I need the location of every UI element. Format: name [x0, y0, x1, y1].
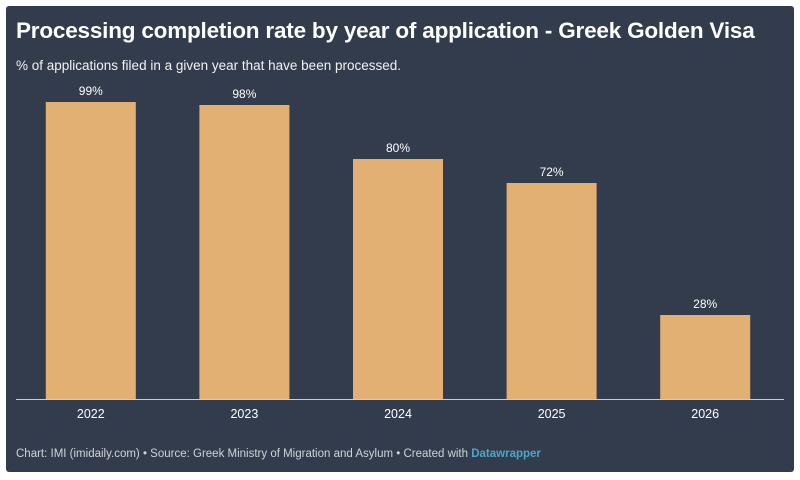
datawrapper-link[interactable]: Datawrapper [471, 448, 541, 460]
x-tick-label-2022: 2022 [77, 407, 105, 421]
bar-2026 [660, 315, 751, 399]
data-label-2024: 80% [386, 141, 410, 155]
bar-2024 [353, 159, 443, 399]
created-with-label: Created with [403, 448, 472, 460]
chart-source: Source: Greek Ministry of Migration and … [150, 448, 394, 460]
x-tick-label-2025: 2025 [538, 407, 566, 421]
data-label-2026: 28% [693, 297, 717, 311]
bar-2022 [45, 102, 136, 399]
chart-footer: Chart: IMI (imidaily.com) • Source: Gree… [16, 448, 541, 460]
chart-credit: Chart: IMI (imidaily.com) [16, 448, 140, 460]
bar-2025 [506, 183, 597, 399]
footer-separator: • [393, 448, 404, 460]
x-tick-label-2024: 2024 [384, 407, 412, 421]
data-label-2023: 98% [232, 87, 256, 101]
chart-title: Processing completion rate by year of ap… [16, 18, 755, 43]
chart-subtitle: % of applications filed in a given year … [16, 58, 401, 73]
footer-separator: • [139, 448, 151, 460]
data-label-2025: 72% [540, 165, 564, 179]
x-tick-label-2023: 2023 [230, 407, 258, 421]
bar-2023 [199, 105, 290, 399]
x-tick-label-2026: 2026 [691, 407, 719, 421]
bar-chart: 99% 2022 98% 2023 80% 2024 72% 2025 28% 2026 [16, 84, 784, 421]
data-label-2022: 99% [79, 84, 103, 98]
chart-frame: Processing completion rate by year of ap… [6, 6, 794, 472]
